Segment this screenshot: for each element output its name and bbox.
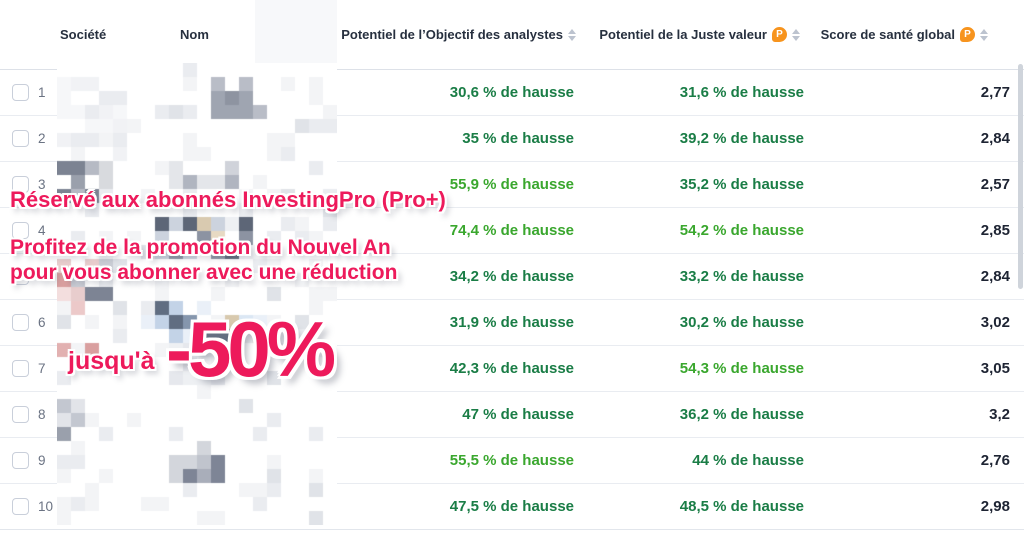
sort-icon[interactable] bbox=[980, 28, 988, 41]
column-header-company[interactable]: Société bbox=[60, 27, 107, 42]
analyst-target-upside-value: 47,5 % de hausse bbox=[449, 498, 574, 515]
health-score-value: 2,84 bbox=[980, 130, 1010, 147]
row-checkbox[interactable] bbox=[12, 498, 29, 515]
row-rank: 1 bbox=[38, 85, 46, 100]
row-checkbox[interactable] bbox=[12, 268, 29, 285]
blur-edge-band bbox=[255, 0, 337, 68]
fair-value-upside-value: 30,2 % de hausse bbox=[679, 314, 804, 331]
analyst-target-upside-value: 34,2 % de hausse bbox=[449, 268, 574, 285]
analyst-target-upside-value: 74,4 % de hausse bbox=[449, 222, 574, 239]
row-rank: 9 bbox=[38, 453, 46, 468]
row-rank: 3 bbox=[38, 177, 46, 192]
sort-icon[interactable] bbox=[792, 28, 800, 41]
column-header-name[interactable]: Nom bbox=[180, 27, 209, 42]
fair-value-upside-value: 31,6 % de hausse bbox=[679, 84, 804, 101]
row-rank: 8 bbox=[38, 407, 46, 422]
health-score-value: 2,84 bbox=[980, 268, 1010, 285]
row-rank: 6 bbox=[38, 315, 46, 330]
vertical-scrollbar-thumb[interactable] bbox=[1018, 64, 1023, 289]
row-select-cell: 10 bbox=[12, 498, 60, 515]
health-score-value: 2,76 bbox=[980, 452, 1010, 469]
sort-icon[interactable] bbox=[568, 28, 576, 41]
table-header-row: Société Nom Potentiel de l’Objectif des … bbox=[0, 0, 1024, 70]
row-select-cell: 3 bbox=[12, 176, 60, 193]
pro-icon: P bbox=[772, 27, 787, 42]
row-checkbox[interactable] bbox=[12, 360, 29, 377]
row-select-cell: 6 bbox=[12, 314, 60, 331]
row-select-cell: 4 bbox=[12, 222, 60, 239]
health-score-value: 2,98 bbox=[980, 498, 1010, 515]
row-select-cell: 1 bbox=[12, 84, 60, 101]
row-select-cell: 7 bbox=[12, 360, 60, 377]
health-score-value: 2,57 bbox=[980, 176, 1010, 193]
analyst-target-upside-value: 47 % de hausse bbox=[462, 406, 574, 423]
analyst-target-upside-value: 42,3 % de hausse bbox=[449, 360, 574, 377]
health-score-value: 2,85 bbox=[980, 222, 1010, 239]
analyst-target-upside-value: 35 % de hausse bbox=[462, 130, 574, 147]
row-checkbox[interactable] bbox=[12, 452, 29, 469]
fair-value-upside-value: 35,2 % de hausse bbox=[679, 176, 804, 193]
row-checkbox[interactable] bbox=[12, 222, 29, 239]
row-select-cell: 8 bbox=[12, 406, 60, 423]
analyst-target-upside-value: 55,5 % de hausse bbox=[449, 452, 574, 469]
health-score-value: 2,77 bbox=[980, 84, 1010, 101]
row-select-cell: 2 bbox=[12, 130, 60, 147]
row-checkbox[interactable] bbox=[12, 84, 29, 101]
row-rank: 2 bbox=[38, 131, 46, 146]
analyst-target-upside-value: 30,6 % de hausse bbox=[449, 84, 574, 101]
fair-value-upside-value: 54,3 % de hausse bbox=[679, 360, 804, 377]
blurred-content-mosaic bbox=[57, 63, 337, 525]
row-rank: 10 bbox=[38, 499, 54, 514]
fair-value-upside-value: 36,2 % de hausse bbox=[679, 406, 804, 423]
fair-value-upside-value: 33,2 % de hausse bbox=[679, 268, 804, 285]
row-select-cell: 5 bbox=[12, 268, 60, 285]
row-rank: 5 bbox=[38, 269, 46, 284]
column-header-analyst-target[interactable]: Potentiel de l’Objectif des analystes bbox=[341, 27, 578, 42]
row-checkbox[interactable] bbox=[12, 176, 29, 193]
analyst-target-upside-value: 55,9 % de hausse bbox=[449, 176, 574, 193]
health-score-value: 3,02 bbox=[980, 314, 1010, 331]
row-rank: 4 bbox=[38, 223, 46, 238]
column-header-score-label: Score de santé global bbox=[820, 27, 955, 42]
column-header-health-score[interactable]: Score de santé global P bbox=[821, 27, 1024, 42]
health-score-value: 3,2 bbox=[989, 406, 1010, 423]
row-rank: 7 bbox=[38, 361, 46, 376]
fair-value-upside-value: 44 % de hausse bbox=[692, 452, 804, 469]
fair-value-upside-value: 54,2 % de hausse bbox=[679, 222, 804, 239]
health-score-value: 3,05 bbox=[980, 360, 1010, 377]
pro-icon: P bbox=[960, 27, 975, 42]
row-checkbox[interactable] bbox=[12, 314, 29, 331]
row-checkbox[interactable] bbox=[12, 130, 29, 147]
column-header-analyst-label: Potentiel de l’Objectif des analystes bbox=[341, 27, 563, 42]
fair-value-upside-value: 39,2 % de hausse bbox=[679, 130, 804, 147]
fair-value-upside-value: 48,5 % de hausse bbox=[679, 498, 804, 515]
column-header-fair-label: Potentiel de la Juste valeur bbox=[599, 27, 767, 42]
row-checkbox[interactable] bbox=[12, 406, 29, 423]
row-select-cell: 9 bbox=[12, 452, 60, 469]
analyst-target-upside-value: 31,9 % de hausse bbox=[449, 314, 574, 331]
column-header-fair-value[interactable]: Potentiel de la Juste valeur P bbox=[599, 27, 808, 42]
